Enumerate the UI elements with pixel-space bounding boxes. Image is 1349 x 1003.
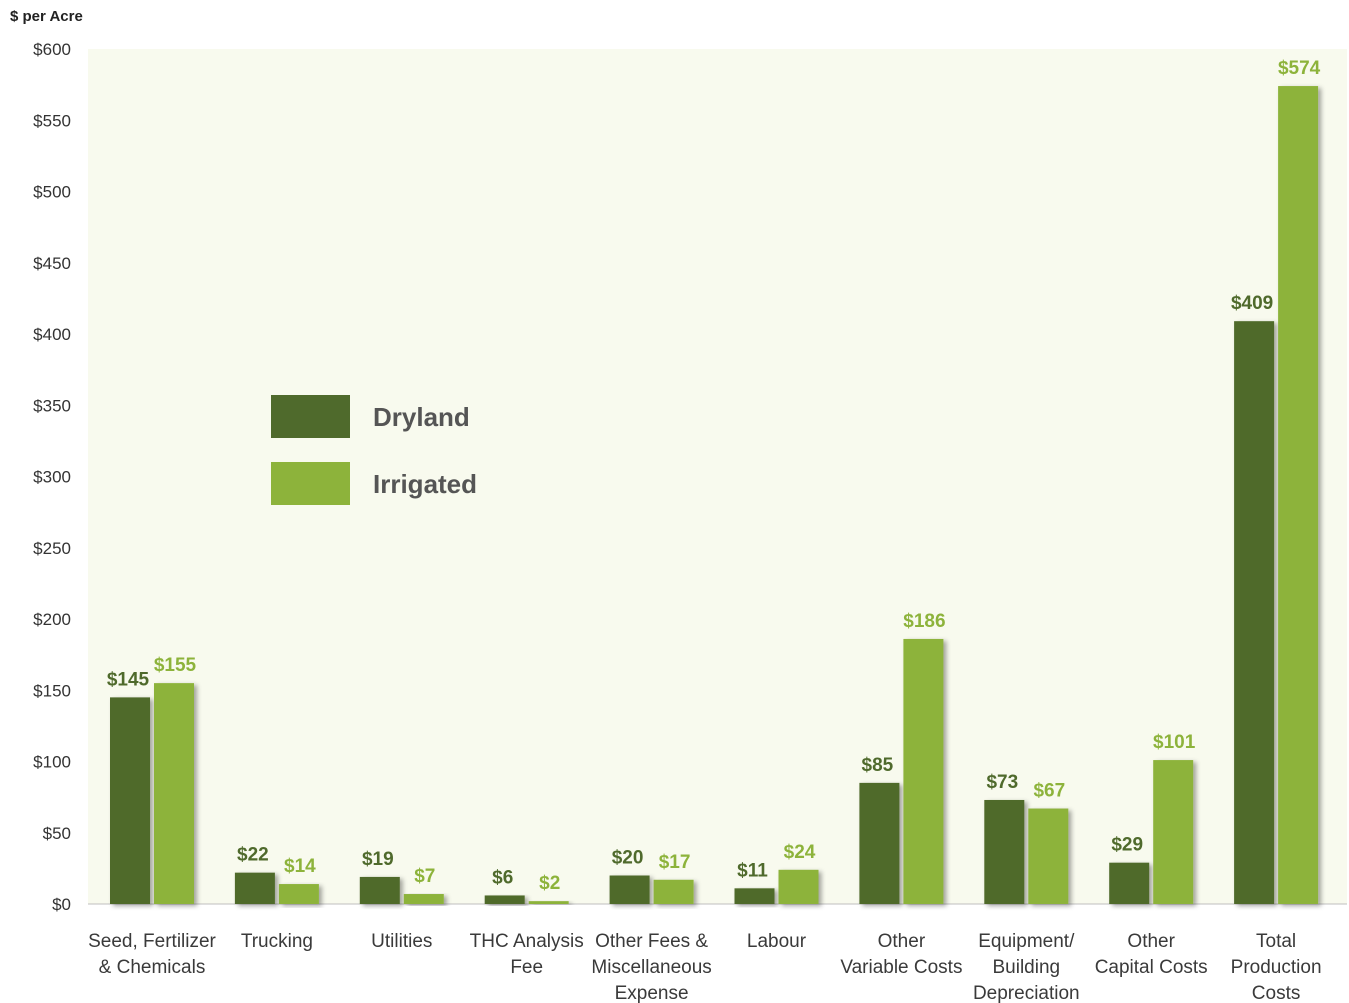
- bar-irrigated: [778, 869, 819, 904]
- data-label-irrigated: $24: [784, 842, 816, 863]
- y-tick-label: $100: [33, 753, 71, 772]
- data-label-irrigated: $574: [1278, 58, 1321, 79]
- y-tick-label: $350: [33, 396, 71, 415]
- bar-dryland: [859, 782, 900, 904]
- y-tick-label: $450: [33, 254, 71, 273]
- category-label: Expense: [615, 983, 689, 1003]
- bar-irrigated: [403, 894, 444, 904]
- data-label-dryland: $20: [612, 848, 644, 869]
- bar-irrigated: [278, 884, 319, 904]
- y-axis: $0 $50 $100 $150 $200 $250 $300 $350 $400 $450 $50…: [33, 40, 71, 914]
- category-label: Other: [878, 931, 926, 952]
- bar-irrigated: [1278, 86, 1319, 905]
- data-label-dryland: $145: [107, 669, 150, 690]
- bar-irrigated: [1153, 760, 1194, 904]
- category-label: Equipment/: [978, 931, 1075, 952]
- y-tick-label: $0: [52, 895, 71, 914]
- category-label: Total: [1256, 931, 1296, 952]
- category-label: Capital Costs: [1095, 957, 1208, 978]
- data-label-irrigated: $7: [414, 866, 435, 887]
- bar-dryland: [484, 895, 525, 904]
- data-label-irrigated: $14: [284, 856, 316, 877]
- category-label: Other: [1127, 931, 1175, 952]
- data-label-dryland: $85: [862, 755, 894, 776]
- data-label-dryland: $6: [492, 867, 513, 888]
- data-label-dryland: $19: [362, 849, 394, 870]
- category-label: Miscellaneous: [591, 957, 711, 978]
- data-label-dryland: $409: [1231, 293, 1273, 314]
- data-label-dryland: $29: [1111, 835, 1143, 856]
- bar-irrigated: [528, 901, 569, 904]
- legend-swatch-irrigated: [271, 462, 350, 505]
- bar-dryland: [609, 875, 650, 904]
- y-tick-label: $150: [33, 681, 71, 700]
- legend-swatch-dryland: [271, 395, 350, 438]
- bar-dryland: [234, 872, 275, 904]
- data-label-irrigated: $155: [154, 655, 197, 676]
- bar-dryland: [359, 876, 400, 904]
- category-label: Utilities: [371, 931, 432, 952]
- bar-dryland: [1234, 321, 1275, 904]
- y-tick-label: $600: [33, 40, 71, 59]
- y-tick-label: $250: [33, 539, 71, 558]
- category-label: Building: [992, 957, 1060, 978]
- category-label: Fee: [510, 957, 543, 978]
- data-label-dryland: $22: [237, 845, 269, 866]
- category-label: THC Analysis: [470, 931, 584, 952]
- bar-dryland: [984, 799, 1025, 904]
- category-label: Labour: [747, 931, 807, 952]
- legend-label-irrigated: Irrigated: [373, 469, 477, 499]
- category-label: & Chemicals: [99, 957, 206, 978]
- bars-group: [110, 86, 1319, 905]
- y-tick-label: $500: [33, 183, 71, 202]
- category-label: Production: [1231, 957, 1322, 978]
- y-tick-label: $300: [33, 468, 71, 487]
- category-label: Other Fees &: [595, 931, 708, 952]
- bar-irrigated: [154, 683, 194, 904]
- data-label-dryland: $11: [737, 860, 768, 881]
- category-label: Trucking: [241, 931, 313, 952]
- y-tick-label: $200: [33, 610, 71, 629]
- data-label-irrigated: $101: [1153, 732, 1196, 753]
- legend: Dryland Irrigated: [271, 395, 477, 505]
- data-label-irrigated: $67: [1033, 781, 1065, 802]
- bar-dryland: [734, 888, 775, 904]
- legend-label-dryland: Dryland: [373, 402, 470, 432]
- bar-irrigated: [653, 879, 694, 904]
- y-axis-title: $ per Acre: [10, 8, 83, 25]
- category-label: Variable Costs: [840, 957, 962, 978]
- category-label: Depreciation: [973, 983, 1080, 1003]
- bar-dryland: [110, 697, 150, 904]
- value-labels-group: $145$155 $22 $14 $19 $7 $6 $2 $20 $17 $11 $24 $85 $1…: [107, 58, 1321, 894]
- category-label: Costs: [1252, 983, 1301, 1003]
- y-tick-label: $550: [33, 111, 71, 130]
- y-tick-label: $50: [43, 824, 71, 843]
- data-label-irrigated: $17: [659, 852, 691, 873]
- x-axis-categories: Seed, Fertilizer & Chemicals Trucking Utili…: [88, 931, 1321, 1003]
- data-label-irrigated: $2: [539, 873, 560, 894]
- data-label-irrigated: $186: [903, 611, 945, 632]
- data-label-dryland: $73: [986, 772, 1018, 793]
- bar-dryland: [1109, 862, 1150, 904]
- bar-irrigated: [1028, 808, 1069, 904]
- y-tick-label: $400: [33, 325, 71, 344]
- bar-irrigated: [903, 638, 944, 904]
- category-label: Seed, Fertilizer: [88, 931, 216, 952]
